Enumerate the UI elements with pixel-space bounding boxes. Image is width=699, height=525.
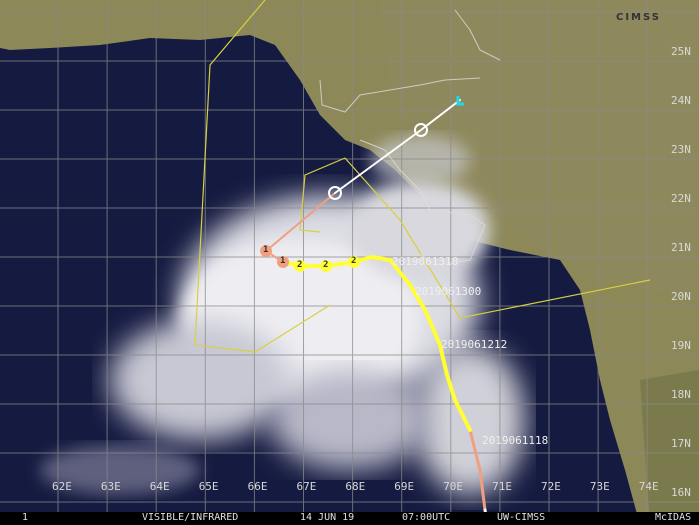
longitude-label: 63E — [100, 480, 121, 493]
latitude-label: 19N — [671, 339, 691, 352]
longitude-label: 64E — [149, 480, 170, 493]
end-marker — [456, 96, 464, 106]
marker-cat2 — [294, 260, 306, 272]
track-forecast-orange — [265, 192, 336, 252]
latitude-label: 21N — [671, 241, 691, 254]
track-time-label: 2019061300 — [415, 285, 482, 298]
longitude-label: 72E — [541, 480, 561, 493]
storm-markers — [260, 96, 464, 272]
marker-cat1 — [260, 245, 272, 257]
longitude-label: 67E — [296, 480, 317, 493]
track-forecast-white — [334, 99, 461, 194]
longitude-label: 73E — [589, 480, 610, 493]
longitude-label: 69E — [394, 480, 415, 493]
longitude-label: 74E — [638, 480, 659, 493]
latitude-label: 20N — [671, 290, 691, 303]
status-bar: 1 VISIBLE/INFRARED 14 JUN 19 07:00UTC UW… — [0, 512, 699, 525]
marker-label: 2 — [297, 260, 303, 270]
latitude-label: 23N — [671, 143, 691, 156]
marker-cat2 — [320, 260, 332, 272]
marker-label: 2 — [351, 256, 357, 266]
track-past-orange — [468, 428, 487, 512]
longitude-label: 68E — [345, 480, 366, 493]
marker-label: 2 — [323, 260, 329, 270]
source-label: UW-CIMSS — [497, 512, 546, 523]
lat-lon-grid — [0, 0, 699, 512]
latitude-label: 22N — [671, 192, 691, 205]
longitude-label: 70E — [443, 480, 464, 493]
longitude-label: 71E — [492, 480, 512, 493]
latitude-label: 24N — [671, 94, 691, 107]
longitude-label: 65E — [198, 480, 219, 493]
image-time: 07:00UTC — [402, 512, 451, 523]
marker-label: 1 — [263, 245, 269, 255]
marker-cat2 — [348, 256, 360, 268]
track-time-label: 2019061212 — [441, 338, 508, 351]
frame-number: 1 — [22, 512, 29, 523]
marker-ts — [328, 186, 342, 200]
software-label: McIDAS — [655, 512, 692, 523]
track-time-label: 2019061118 — [482, 434, 549, 447]
marker-ts — [414, 123, 428, 137]
cloud-cover — [40, 135, 525, 495]
latitude-label: 17N — [671, 437, 691, 450]
image-date: 14 JUN 19 — [300, 512, 355, 523]
longitude-label: 66E — [247, 480, 268, 493]
track-time-label: 2019061318 — [392, 255, 459, 268]
warning-area-boundaries — [194, 0, 651, 353]
product-name: VISIBLE/INFRARED — [142, 512, 239, 523]
latitude-label: 25N — [671, 45, 691, 58]
cimss-logo: CIMSS — [616, 12, 661, 23]
longitude-label: 62E — [52, 480, 72, 493]
latitude-label: 16N — [671, 486, 691, 499]
marker-cat1 — [277, 256, 289, 268]
latitude-label: 18N — [671, 388, 691, 401]
marker-label: 1 — [280, 256, 286, 266]
coastline — [319, 9, 501, 266]
